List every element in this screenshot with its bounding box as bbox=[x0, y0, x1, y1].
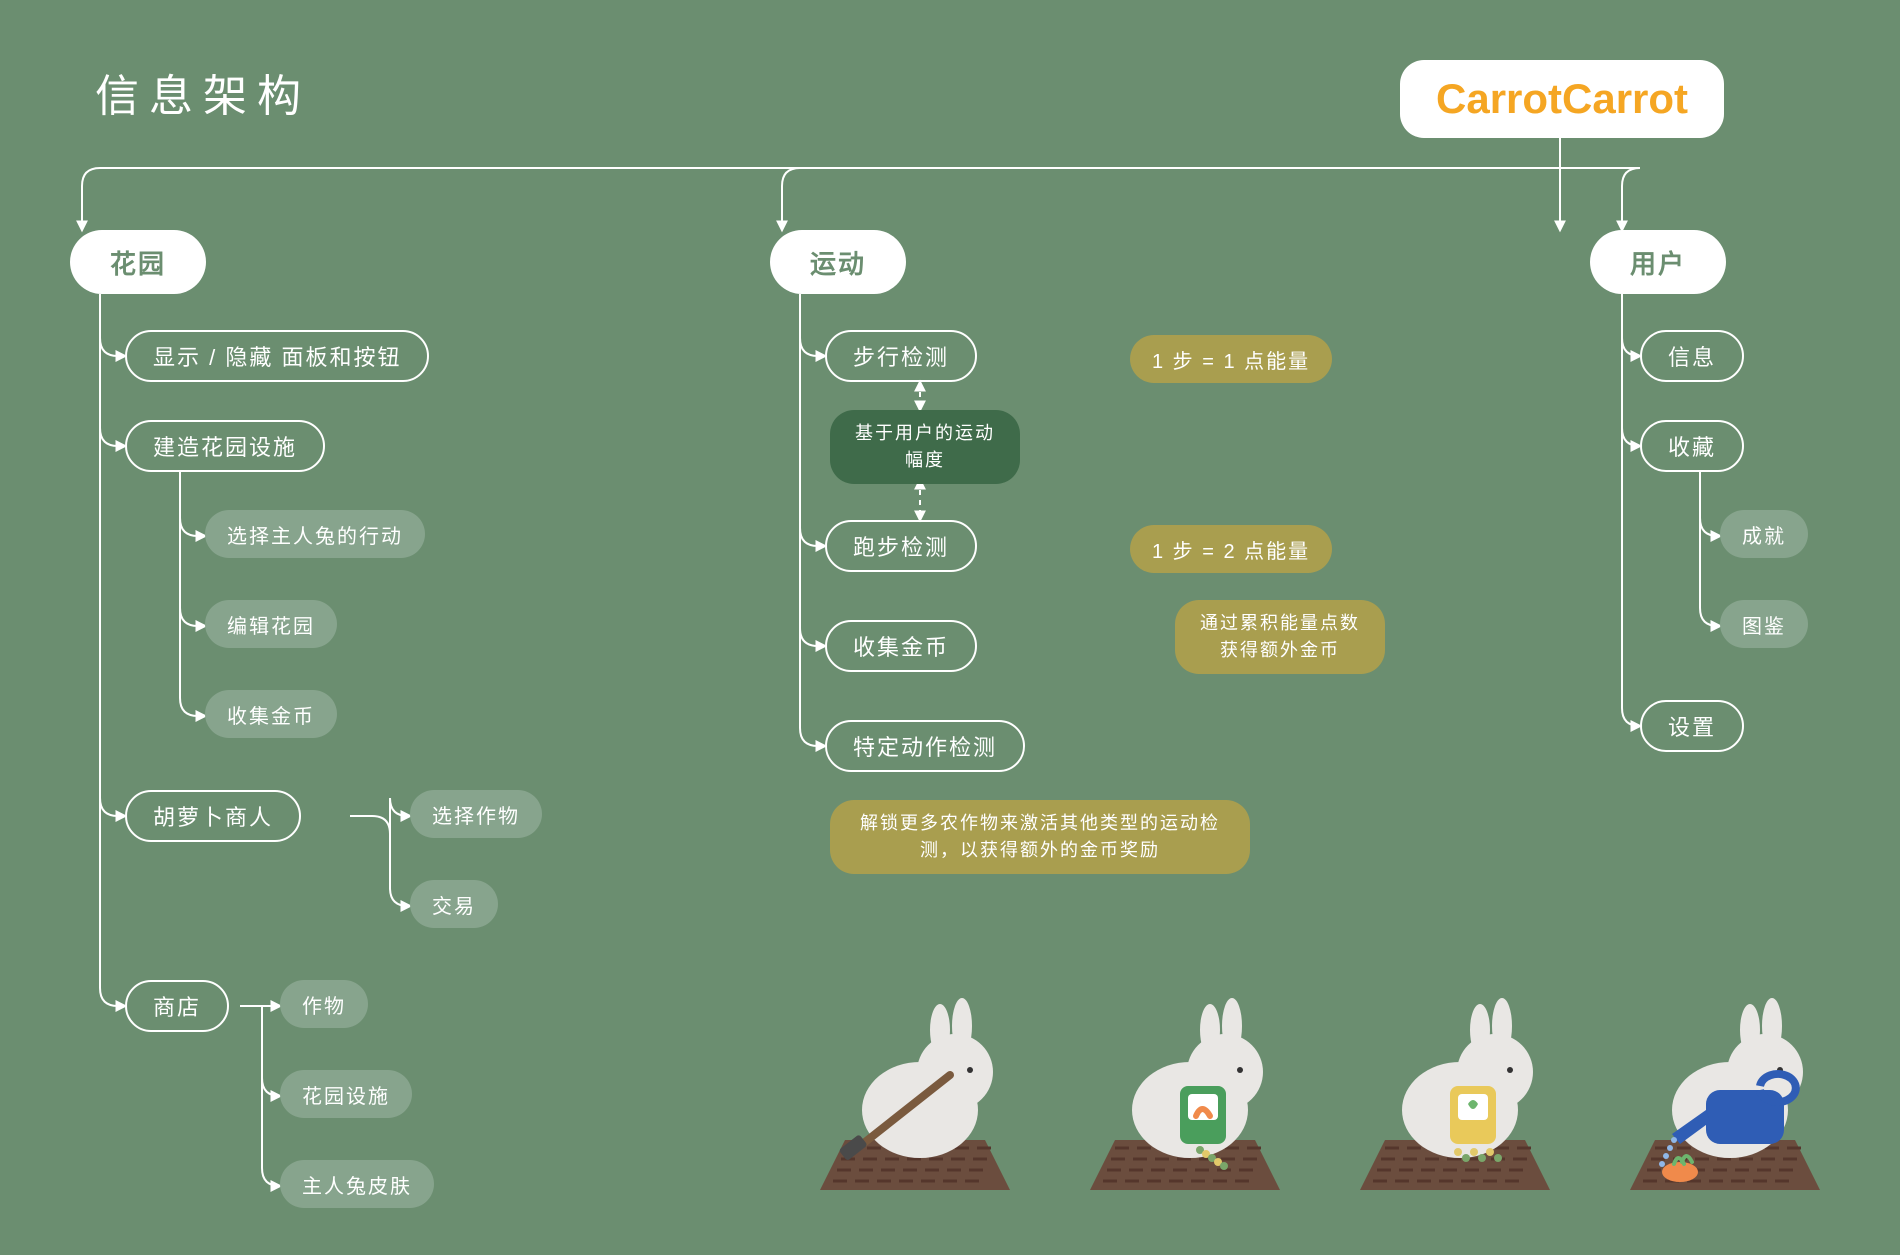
node-shop-facility: 花园设施 bbox=[280, 1070, 412, 1118]
node-walk-detect: 步行检测 bbox=[825, 330, 977, 382]
note-walk-energy: 1 步 = 1 点能量 bbox=[1130, 335, 1332, 383]
logo-carrotcarrot: CarrotCarrot bbox=[1400, 60, 1724, 138]
node-specific-action-detect: 特定动作检测 bbox=[825, 720, 1025, 772]
note-coin-bonus: 通过累积能量点数获得额外金币 bbox=[1175, 600, 1385, 674]
node-user-info: 信息 bbox=[1640, 330, 1744, 382]
node-choose-rabbit-action: 选择主人兔的行动 bbox=[205, 510, 425, 558]
note-motion-basis: 基于用户的运动幅度 bbox=[830, 410, 1020, 484]
node-collect-coin-garden: 收集金币 bbox=[205, 690, 337, 738]
node-shop-crop: 作物 bbox=[280, 980, 368, 1028]
section-garden: 花园 bbox=[70, 230, 206, 294]
node-settings: 设置 bbox=[1640, 700, 1744, 752]
page-title: 信息架构 bbox=[95, 60, 311, 124]
node-collect-coin-sport: 收集金币 bbox=[825, 620, 977, 672]
node-achievement: 成就 bbox=[1720, 510, 1808, 558]
diagram-canvas: 信息架构 CarrotCarrot 花园 运动 用户 显示 / 隐藏 面板和按钮… bbox=[0, 0, 1900, 1255]
note-run-energy: 1 步 = 2 点能量 bbox=[1130, 525, 1332, 573]
node-shop: 商店 bbox=[125, 980, 229, 1032]
section-user: 用户 bbox=[1590, 230, 1726, 294]
node-gallery: 图鉴 bbox=[1720, 600, 1808, 648]
node-collection: 收藏 bbox=[1640, 420, 1744, 472]
node-carrot-merchant: 胡萝卜商人 bbox=[125, 790, 301, 842]
node-build-facility: 建造花园设施 bbox=[125, 420, 325, 472]
section-sport: 运动 bbox=[770, 230, 906, 294]
node-run-detect: 跑步检测 bbox=[825, 520, 977, 572]
node-trade: 交易 bbox=[410, 880, 498, 928]
node-choose-crop: 选择作物 bbox=[410, 790, 542, 838]
node-shop-skin: 主人兔皮肤 bbox=[280, 1160, 434, 1208]
node-edit-garden: 编辑花园 bbox=[205, 600, 337, 648]
note-unlock-crops: 解锁更多农作物来激活其他类型的运动检测，以获得额外的金币奖励 bbox=[830, 800, 1250, 874]
node-toggle-panel: 显示 / 隐藏 面板和按钮 bbox=[125, 330, 429, 382]
